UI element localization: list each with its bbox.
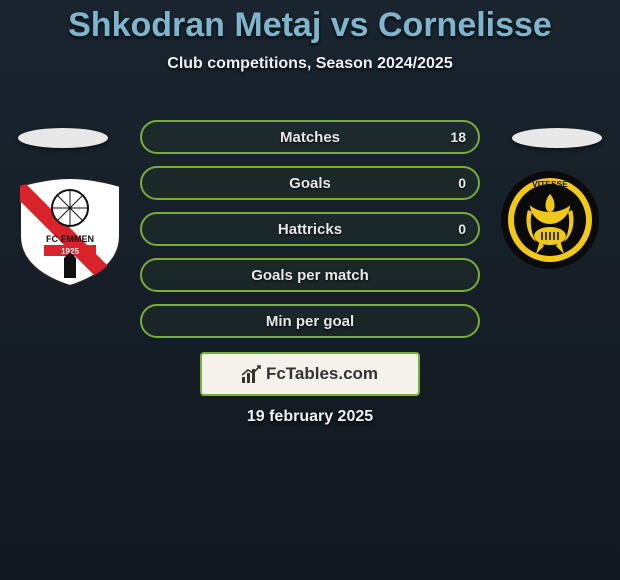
player-left-oval [18,128,108,148]
stat-label: Matches [280,129,340,146]
stat-label: Goals [289,175,331,192]
page-subtitle: Club competitions, Season 2024/2025 [0,55,620,73]
stat-label: Hattricks [278,221,342,238]
stat-value-right: 0 [458,221,466,237]
stats-container: Matches 18 Goals 0 Hattricks 0 Goals per… [140,120,480,350]
svg-text:FC EMMEN: FC EMMEN [46,234,94,244]
stat-row-min-per-goal: Min per goal [140,304,480,338]
chart-icon [242,365,262,383]
stat-label: Goals per match [251,267,369,284]
stat-value-right: 18 [450,129,466,145]
footer-date: 19 february 2025 [0,408,620,426]
stat-row-matches: Matches 18 [140,120,480,154]
stat-row-goals: Goals 0 [140,166,480,200]
svg-text:VITESSE: VITESSE [532,179,568,189]
stat-value-right: 0 [458,175,466,191]
page-title: Shkodran Metaj vs Cornelisse [0,0,620,45]
fc-emmen-crest: FC EMMEN 1925 [20,178,120,291]
stat-row-hattricks: Hattricks 0 [140,212,480,246]
brand-badge: FcTables.com [200,352,420,396]
vitesse-crest: VITESSE [500,170,600,275]
stat-label: Min per goal [266,313,354,330]
player-right-oval [512,128,602,148]
brand-label: FcTables.com [266,364,378,384]
stat-row-goals-per-match: Goals per match [140,258,480,292]
